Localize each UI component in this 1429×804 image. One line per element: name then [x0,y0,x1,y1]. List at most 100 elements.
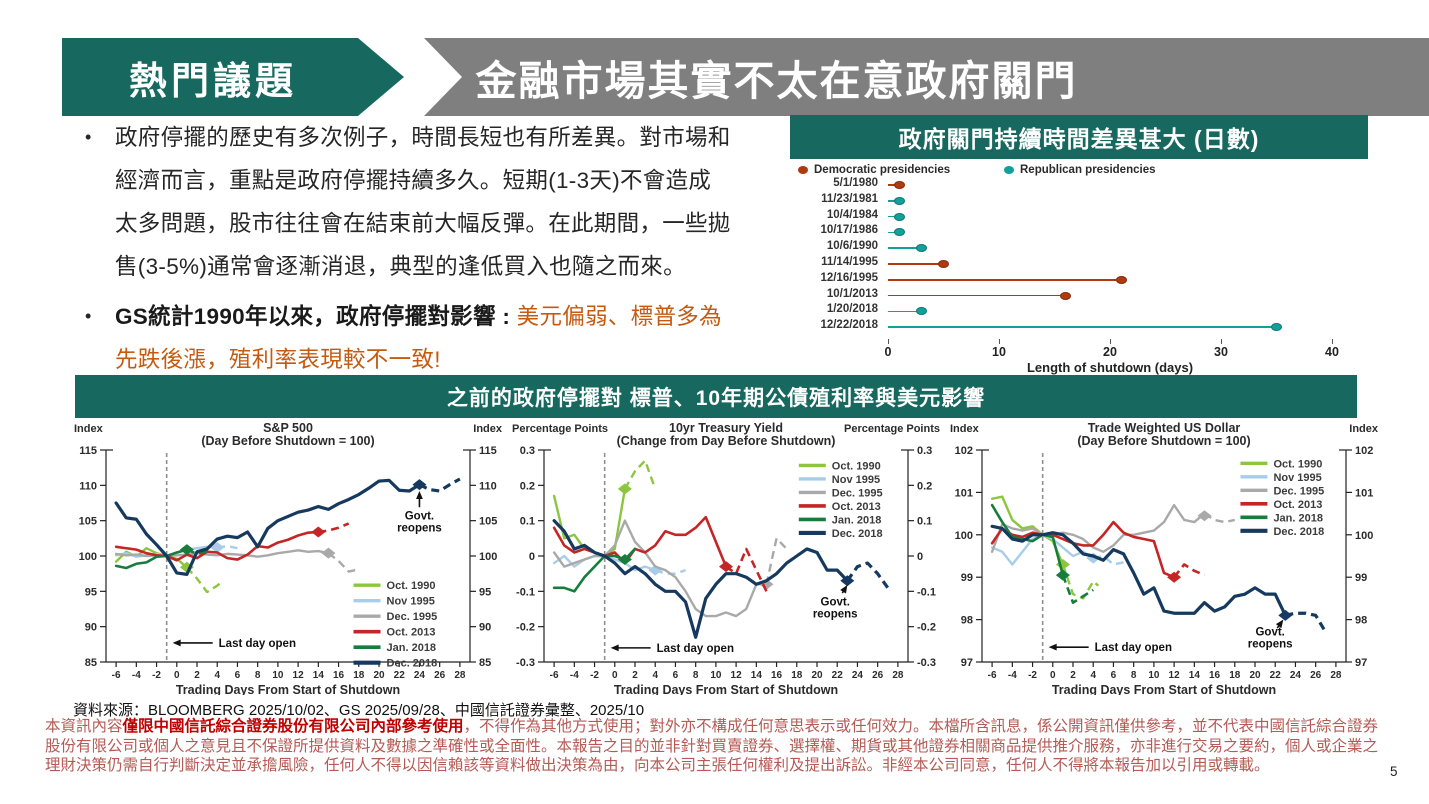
svg-text:105: 105 [479,516,497,528]
svg-text:28: 28 [1330,670,1342,681]
svg-text:26: 26 [1310,670,1322,681]
svg-text:Last day open: Last day open [219,638,296,650]
svg-text:Oct. 2013: Oct. 2013 [832,501,881,513]
svg-text:Oct. 2013: Oct. 2013 [1273,499,1322,511]
svg-text:14: 14 [751,670,763,681]
svg-text:-0.3: -0.3 [917,657,936,669]
svg-text:Jan. 2018: Jan. 2018 [832,514,882,526]
svg-text:Jan. 2018: Jan. 2018 [1273,512,1323,524]
sp500-chart: Index Index S&P 500(Day Before Shutdown = … [74,421,503,695]
svg-text:4: 4 [214,670,220,681]
usd-chart: Index Index Trade Weighted US Dollar(Day B… [950,421,1379,695]
svg-text:14: 14 [313,670,325,681]
disclaimer-post: ，不得作為其他方式使用；對外亦不構成任何意思表示或任何效力。本檔所含訊息，係公開… [45,718,1379,774]
svg-text:115: 115 [79,445,97,457]
svg-text:-6: -6 [550,670,559,681]
shutdown-row-stem [888,231,900,234]
shutdown-row-stem [888,215,900,218]
svg-text:-0.2: -0.2 [516,622,535,634]
shutdown-row-dot [893,228,905,237]
svg-text:101: 101 [1355,487,1373,499]
svg-text:100: 100 [1355,530,1373,542]
x-tick-label: 20 [1103,345,1117,360]
svg-text:Nov 1995: Nov 1995 [832,474,880,486]
svg-text:24: 24 [1290,670,1302,681]
x-tick-label: 0 [884,345,892,360]
svg-text:-6: -6 [112,670,121,681]
svg-text:101: 101 [955,487,973,499]
svg-text:26: 26 [434,670,446,681]
svg-text:Jan. 2018: Jan. 2018 [387,642,437,654]
x-tick-label: 30 [1214,345,1228,360]
x-tick [1331,339,1333,345]
svg-text:Dec. 2018: Dec. 2018 [832,528,883,540]
disclaimer: 本資訊內容僅限中國信託綜合證券股份有限公司內部參考使用，不得作為其他方式使用；對… [45,717,1393,776]
svg-text:4: 4 [652,670,658,681]
x-tick [887,339,889,345]
legend-label: Democratic presidencies [814,164,951,176]
svg-text:90: 90 [479,622,491,634]
svg-text:20: 20 [373,670,385,681]
svg-text:95: 95 [479,586,491,598]
shutdown-panel-title: 政府關門持續時間差異甚大 (日數) [790,115,1368,159]
svg-text:-2: -2 [152,670,161,681]
svg-text:-0.2: -0.2 [917,622,936,634]
slide-title-banner: 金融市場其實不太在意政府關門 [424,38,1429,116]
svg-text:110: 110 [479,480,497,492]
page-number: 5 [1390,764,1398,779]
svg-text:105: 105 [79,516,97,528]
x-tick [998,339,1000,345]
svg-text:0: 0 [612,670,618,681]
svg-text:6: 6 [235,670,241,681]
svg-text:14: 14 [1189,670,1201,681]
svg-text:-0.1: -0.1 [516,586,535,598]
svg-text:Oct. 1990: Oct. 1990 [1273,458,1322,470]
impact-banner: 之前的政府停擺對 標普、10年期公債殖利率與美元影響 [75,375,1357,418]
svg-text:12: 12 [731,670,743,681]
svg-text:22: 22 [394,670,406,681]
svg-text:0.2: 0.2 [917,480,932,492]
x-axis-title: Length of shutdown (days) [1026,360,1194,376]
topic-banner-label: 熱門議題 [128,60,297,103]
svg-text:-4: -4 [132,670,141,681]
svg-text:22: 22 [832,670,844,681]
svg-text:24: 24 [852,670,864,681]
shutdown-row-stem [888,279,1122,281]
svg-text:24: 24 [414,670,426,681]
svg-text:Percentage Points: Percentage Points [512,423,608,435]
svg-text:97: 97 [961,657,973,669]
svg-text:16: 16 [333,670,345,681]
x-tick [1109,339,1111,345]
svg-text:-2: -2 [1028,670,1037,681]
svg-text:28: 28 [454,670,466,681]
bullet-dot: • [85,127,92,147]
svg-text:-2: -2 [590,670,599,681]
bullet-text-2-lead: GS統計1990年以來，政府停擺對影響 : [115,304,517,329]
x-tick-label: 40 [1325,345,1339,360]
svg-text:85: 85 [479,657,491,669]
shutdown-duration-chart: Democratic presidencies Republican presid… [790,159,1368,376]
svg-text:-6: -6 [988,670,997,681]
svg-text:0.3: 0.3 [917,445,932,457]
legend-dot-icon [1004,166,1014,174]
svg-text:Oct. 1990: Oct. 1990 [832,460,881,472]
svg-text:Dec. 1995: Dec. 1995 [832,487,883,499]
svg-text:Last day open: Last day open [657,643,734,655]
svg-text:16: 16 [1209,670,1221,681]
svg-text:12: 12 [293,670,305,681]
svg-text:18: 18 [353,670,365,681]
svg-text:reopens: reopens [1248,639,1293,651]
svg-text:85: 85 [85,657,97,669]
shutdown-row-stem [888,263,944,265]
shutdown-row-date: 10/4/1984 [826,208,878,221]
legend-label: Republican presidencies [1020,164,1156,176]
slide-title-label: 金融市場其實不太在意政府關門 [475,58,1078,104]
bullet-text-2-highlight: 美元偏弱、標普多為 先跌後漲，殖利率表現較不一致! [115,304,722,372]
svg-text:(Change from Day Before Shutdo: (Change from Day Before Shutdown) [617,434,836,448]
svg-text:-4: -4 [570,670,579,681]
svg-text:20: 20 [1249,670,1261,681]
svg-text:102: 102 [1355,445,1373,457]
svg-text:Trading Days From Start of Shu: Trading Days From Start of Shutdown [614,683,838,695]
svg-text:Percentage Points: Percentage Points [844,423,940,435]
svg-text:0: 0 [1050,670,1056,681]
